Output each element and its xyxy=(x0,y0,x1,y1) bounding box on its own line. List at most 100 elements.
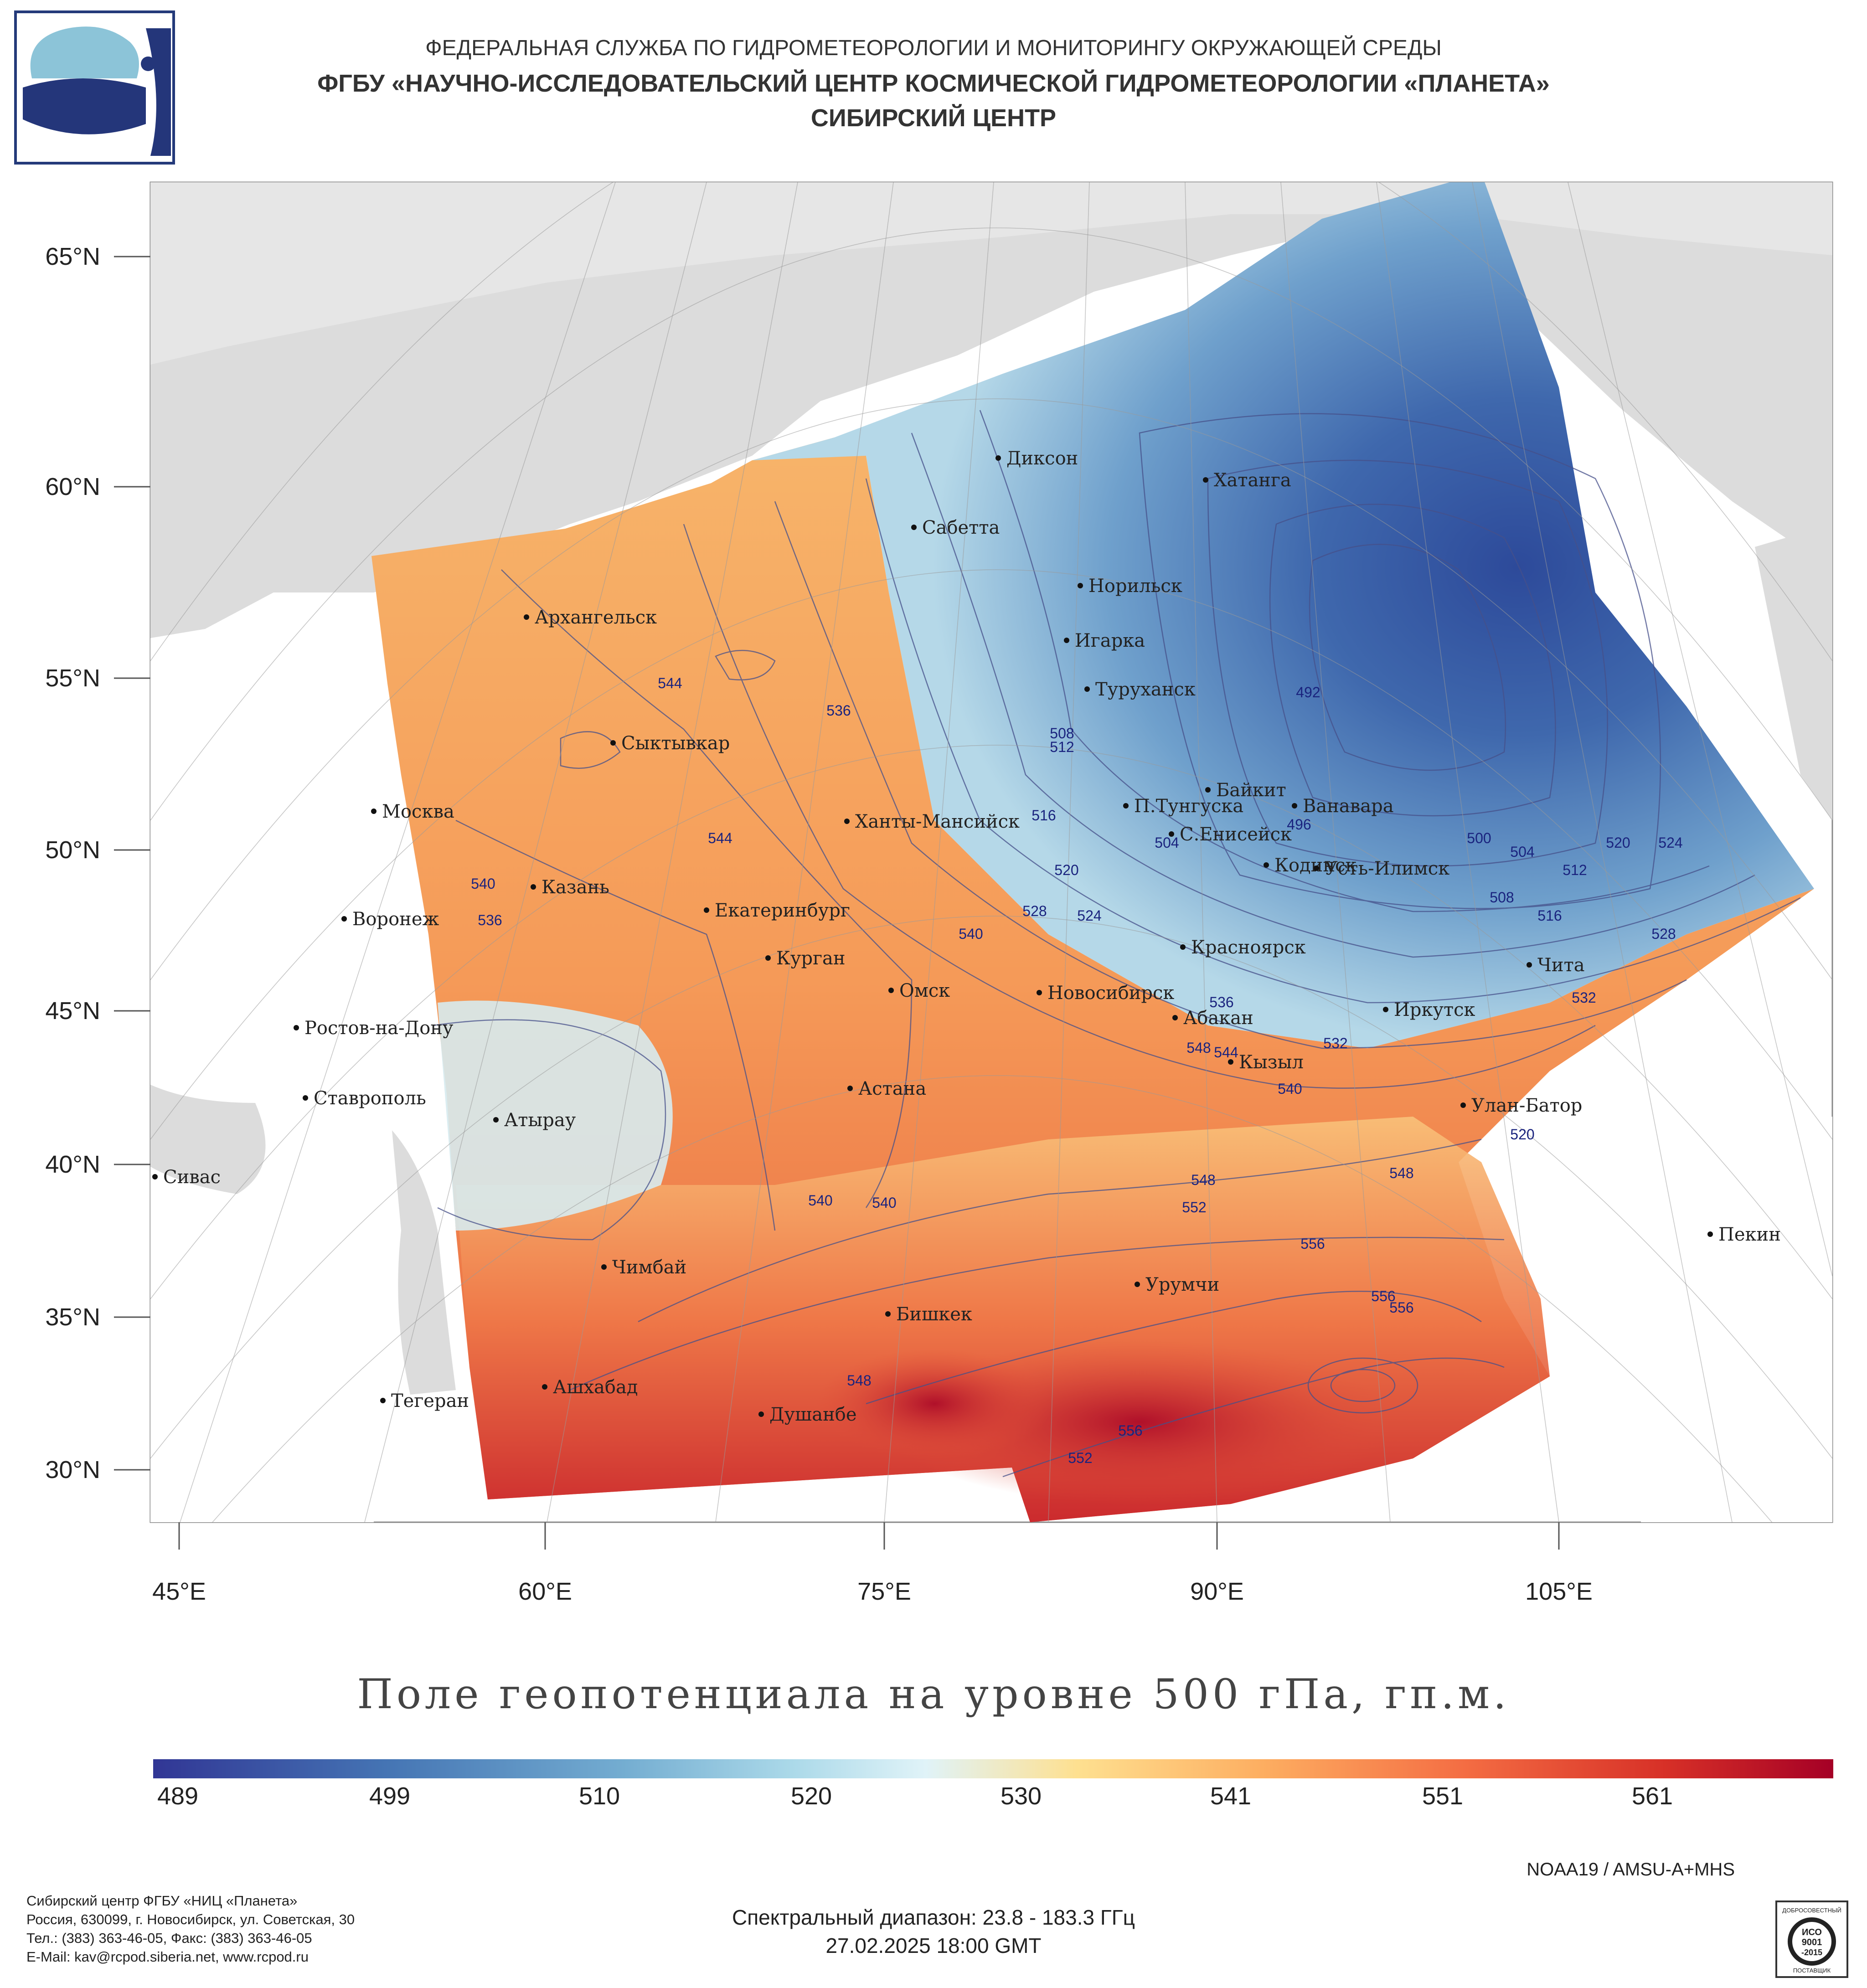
iso-badge: ДОБРОСОВЕСТНЫЙ ИСО 9001 -2015 ПОСТАВЩИК xyxy=(1775,1900,1848,1978)
footer-phone: Тел.: (383) 363-46-05, Факс: (383) 363-4… xyxy=(26,1930,312,1946)
land-east xyxy=(1641,1117,1832,1522)
contour-label: 544 xyxy=(658,675,682,691)
observation-datetime: 27.02.2025 18:00 GMT xyxy=(825,1934,1042,1957)
city-marker xyxy=(1064,638,1069,643)
lon-label: 60°E xyxy=(518,1578,572,1605)
city-label: Урумчи xyxy=(1145,1274,1219,1295)
colorbar-tick-label: 510 xyxy=(578,1782,620,1810)
city-marker xyxy=(152,1174,158,1179)
city-marker xyxy=(531,884,536,890)
lon-label: 75°E xyxy=(857,1578,911,1605)
contour-label: 492 xyxy=(1296,684,1320,700)
agency-title: ФЕДЕРАЛЬНАЯ СЛУЖБА ПО ГИДРОМЕТЕОРОЛОГИИ … xyxy=(425,36,1442,60)
city-label: Воронеж xyxy=(352,909,439,930)
city-label: Москва xyxy=(382,801,454,822)
city-label: Хатанга xyxy=(1214,470,1291,491)
contour-label: 532 xyxy=(1572,989,1596,1006)
city-marker xyxy=(1123,803,1129,809)
city-label: С.Енисейск xyxy=(1180,824,1292,845)
cool-caspian xyxy=(438,1000,673,1231)
city-marker xyxy=(911,525,917,530)
contour-label: 548 xyxy=(847,1372,871,1389)
city-marker xyxy=(1084,686,1090,692)
contour-label: 520 xyxy=(1606,834,1630,851)
city-label: Сивас xyxy=(163,1167,221,1188)
colorbar-tick-label: 530 xyxy=(1000,1782,1042,1810)
city-label: Диксон xyxy=(1006,448,1078,469)
contour-label: 536 xyxy=(826,702,851,719)
contour-label: 548 xyxy=(1191,1172,1215,1188)
city-marker xyxy=(294,1025,299,1030)
city-label: Казань xyxy=(542,877,609,898)
colorbar-tick-label: 561 xyxy=(1631,1782,1673,1810)
city-label: Красноярск xyxy=(1191,937,1306,958)
iso-l1: ИСО xyxy=(1802,1927,1822,1937)
black-sea xyxy=(150,1085,266,1194)
map-title: Поле геопотенциала на уровне 500 гПа, гп… xyxy=(357,1670,1510,1718)
city-marker xyxy=(1203,477,1208,483)
city-label: Сыктывкар xyxy=(621,733,730,754)
lon-label: 105°E xyxy=(1525,1578,1593,1605)
city-label: Норильск xyxy=(1088,576,1182,597)
city-marker xyxy=(1172,1015,1178,1020)
city-marker xyxy=(1078,583,1083,588)
city-marker xyxy=(888,988,894,993)
city-label: Игарка xyxy=(1075,630,1145,651)
lon-label: 90°E xyxy=(1190,1578,1244,1605)
city-marker xyxy=(847,1086,853,1091)
contour-label: 528 xyxy=(1022,903,1047,919)
iso-l2: 9001 xyxy=(1802,1937,1822,1947)
contour-label: 556 xyxy=(1371,1288,1395,1304)
city-marker xyxy=(1707,1231,1713,1237)
city-marker xyxy=(1205,787,1211,793)
city-marker xyxy=(1135,1282,1140,1287)
hot-core-south xyxy=(816,1349,1053,1458)
city-marker xyxy=(303,1095,308,1101)
contour-label: 540 xyxy=(872,1195,896,1211)
city-label: Душанбе xyxy=(769,1404,857,1425)
branch-title: СИБИРСКИЙ ЦЕНТР xyxy=(810,104,1057,132)
contour-label: 524 xyxy=(1658,834,1682,851)
city-marker xyxy=(1037,990,1042,995)
city-label: П.Тунгуска xyxy=(1134,796,1243,817)
center-title: ФГБУ «НАУЧНО-ИССЛЕДОВАТЕЛЬСКИЙ ЦЕНТР КОС… xyxy=(317,70,1550,97)
colorbar-tick-label: 551 xyxy=(1422,1782,1464,1810)
city-marker xyxy=(1383,1007,1388,1012)
footer-org: Сибирский центр ФГБУ «НИЦ «Планета» xyxy=(26,1893,298,1909)
contour-label: 548 xyxy=(1389,1165,1413,1181)
contour-label: 556 xyxy=(1389,1299,1413,1316)
land-arctic xyxy=(150,182,1832,365)
city-label: Омск xyxy=(899,980,950,1001)
contour-label: 556 xyxy=(1118,1422,1142,1439)
contour-label: 540 xyxy=(471,876,495,892)
city-label: Сабетта xyxy=(922,517,1000,538)
contour-label: 516 xyxy=(1031,807,1056,824)
footer-email: E-Mail: kav@rcpod.siberia.net, www.rcpod… xyxy=(26,1949,309,1965)
city-label: Ашхабад xyxy=(553,1377,638,1398)
contour-label: 548 xyxy=(1186,1040,1211,1056)
city-label: Ростов-на-Дону xyxy=(304,1018,454,1039)
city-label: Иркутск xyxy=(1394,999,1475,1020)
contour-label: 520 xyxy=(1510,1126,1534,1143)
city-label: Бишкек xyxy=(896,1304,972,1325)
city-marker xyxy=(1527,962,1532,968)
contour-label: 516 xyxy=(1537,907,1562,924)
land-west xyxy=(150,629,374,1522)
land-northeast xyxy=(1755,524,1832,820)
city-marker xyxy=(1314,865,1319,871)
contour-label: 536 xyxy=(1209,994,1233,1010)
city-label: Екатеринбург xyxy=(715,900,850,921)
contour-label: 504 xyxy=(1510,844,1534,860)
lat-label: 45°N xyxy=(45,997,100,1025)
colorbar xyxy=(153,1759,1833,1778)
spectral-range: Спектральный диапазон: 23.8 - 183.3 ГГц xyxy=(732,1906,1135,1929)
contour-label: 540 xyxy=(959,926,983,942)
city-label: Ванавара xyxy=(1303,796,1394,817)
iso-l3: -2015 xyxy=(1801,1948,1822,1957)
city-label: Байкит xyxy=(1216,780,1286,801)
footer-address: Россия, 630099, г. Новосибирск, ул. Сове… xyxy=(26,1911,355,1927)
city-marker xyxy=(371,809,376,814)
city-label: Архангельск xyxy=(535,607,657,628)
contour-label: 528 xyxy=(1651,926,1676,942)
